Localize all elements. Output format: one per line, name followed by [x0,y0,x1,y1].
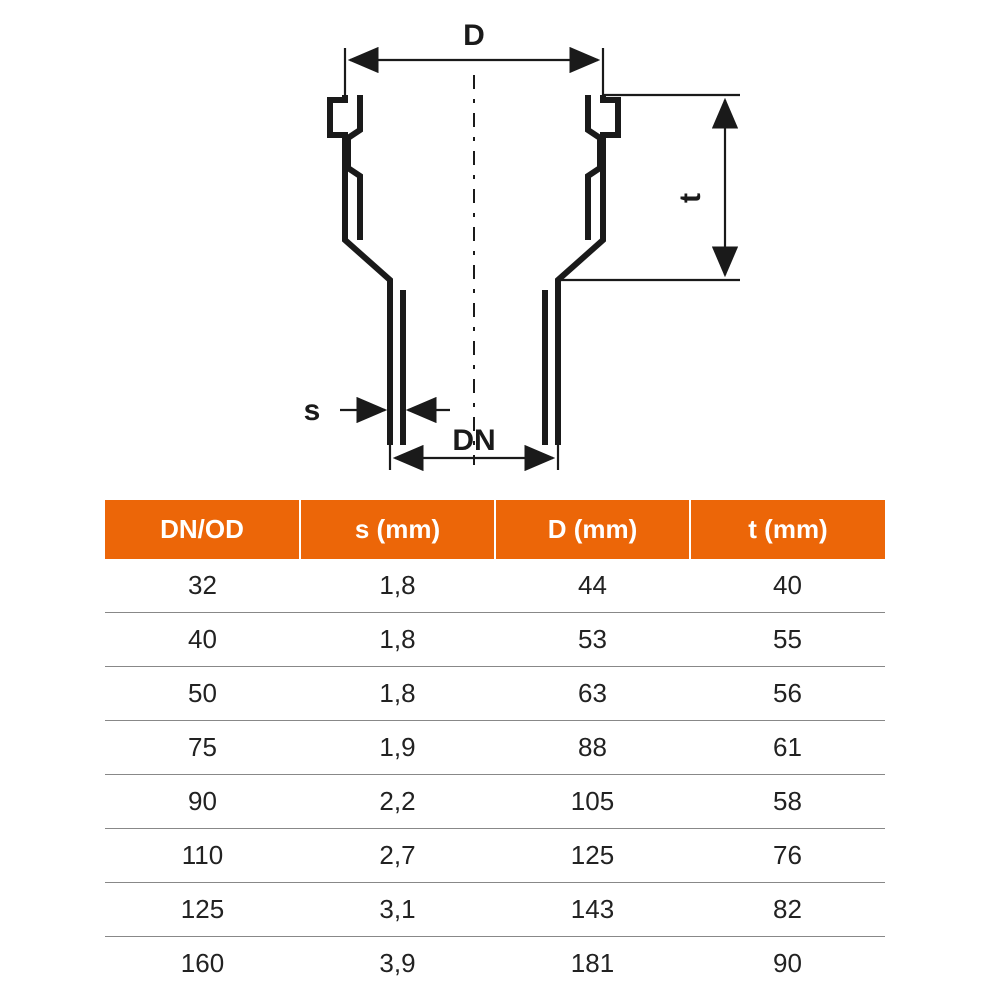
table-cell: 110 [105,829,300,883]
table-cell: 125 [105,883,300,937]
table-row: 1102,712576 [105,829,885,883]
pipe-diagram: D t s DN [0,0,1000,480]
dim-label-DN: DN [452,424,495,457]
table-row: 501,86356 [105,667,885,721]
table-row: 321,84440 [105,559,885,613]
table-cell: 1,8 [300,613,495,667]
table-cell: 44 [495,559,690,613]
table-row: 1603,918190 [105,937,885,991]
table-cell: 105 [495,775,690,829]
table-cell: 143 [495,883,690,937]
table-cell: 88 [495,721,690,775]
spec-table-wrapper: DN/OD s (mm) D (mm) t (mm) 321,84440401,… [105,500,885,990]
spec-table: DN/OD s (mm) D (mm) t (mm) 321,84440401,… [105,500,885,990]
table-cell: 1,8 [300,559,495,613]
dim-label-s: s [304,394,321,427]
col-header: D (mm) [495,500,690,559]
table-cell: 32 [105,559,300,613]
table-row: 751,98861 [105,721,885,775]
table-cell: 40 [690,559,885,613]
table-cell: 3,1 [300,883,495,937]
page: D t s DN DN/OD s (mm) [0,0,1000,1000]
table-cell: 2,2 [300,775,495,829]
col-header: s (mm) [300,500,495,559]
table-row: 902,210558 [105,775,885,829]
table-body: 321,84440401,85355501,86356751,98861902,… [105,559,885,990]
table-cell: 53 [495,613,690,667]
table-cell: 63 [495,667,690,721]
table-cell: 50 [105,667,300,721]
table-header: DN/OD s (mm) D (mm) t (mm) [105,500,885,559]
table-cell: 55 [690,613,885,667]
table-cell: 1,9 [300,721,495,775]
table-cell: 3,9 [300,937,495,991]
table-cell: 58 [690,775,885,829]
col-header: t (mm) [690,500,885,559]
diagram-svg: D t s DN [0,0,1000,480]
table-cell: 160 [105,937,300,991]
table-cell: 75 [105,721,300,775]
table-cell: 40 [105,613,300,667]
table-cell: 90 [105,775,300,829]
table-cell: 1,8 [300,667,495,721]
table-cell: 56 [690,667,885,721]
table-cell: 90 [690,937,885,991]
dim-label-D: D [463,19,485,52]
table-cell: 125 [495,829,690,883]
table-cell: 82 [690,883,885,937]
table-row: 1253,114382 [105,883,885,937]
table-cell: 61 [690,721,885,775]
table-cell: 76 [690,829,885,883]
dim-label-t: t [674,193,707,203]
col-header: DN/OD [105,500,300,559]
table-cell: 2,7 [300,829,495,883]
table-cell: 181 [495,937,690,991]
table-row: 401,85355 [105,613,885,667]
